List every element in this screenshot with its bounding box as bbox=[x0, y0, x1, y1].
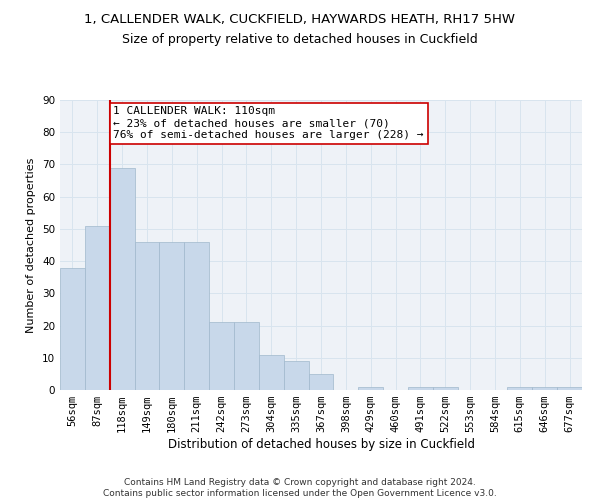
X-axis label: Distribution of detached houses by size in Cuckfield: Distribution of detached houses by size … bbox=[167, 438, 475, 451]
Bar bbox=[134, 242, 160, 390]
Bar bbox=[259, 354, 284, 390]
Y-axis label: Number of detached properties: Number of detached properties bbox=[26, 158, 37, 332]
Text: 1, CALLENDER WALK, CUCKFIELD, HAYWARDS HEATH, RH17 5HW: 1, CALLENDER WALK, CUCKFIELD, HAYWARDS H… bbox=[85, 12, 515, 26]
Bar bbox=[433, 387, 458, 390]
Bar bbox=[209, 322, 234, 390]
Bar bbox=[408, 387, 433, 390]
Bar bbox=[358, 387, 383, 390]
Bar bbox=[532, 387, 557, 390]
Bar bbox=[284, 361, 308, 390]
Bar bbox=[110, 168, 134, 390]
Text: Size of property relative to detached houses in Cuckfield: Size of property relative to detached ho… bbox=[122, 32, 478, 46]
Bar bbox=[234, 322, 259, 390]
Text: 1 CALLENDER WALK: 110sqm
← 23% of detached houses are smaller (70)
76% of semi-d: 1 CALLENDER WALK: 110sqm ← 23% of detach… bbox=[113, 106, 424, 140]
Bar bbox=[508, 387, 532, 390]
Bar bbox=[60, 268, 85, 390]
Bar bbox=[557, 387, 582, 390]
Bar bbox=[160, 242, 184, 390]
Bar bbox=[85, 226, 110, 390]
Text: Contains HM Land Registry data © Crown copyright and database right 2024.
Contai: Contains HM Land Registry data © Crown c… bbox=[103, 478, 497, 498]
Bar bbox=[184, 242, 209, 390]
Bar bbox=[308, 374, 334, 390]
